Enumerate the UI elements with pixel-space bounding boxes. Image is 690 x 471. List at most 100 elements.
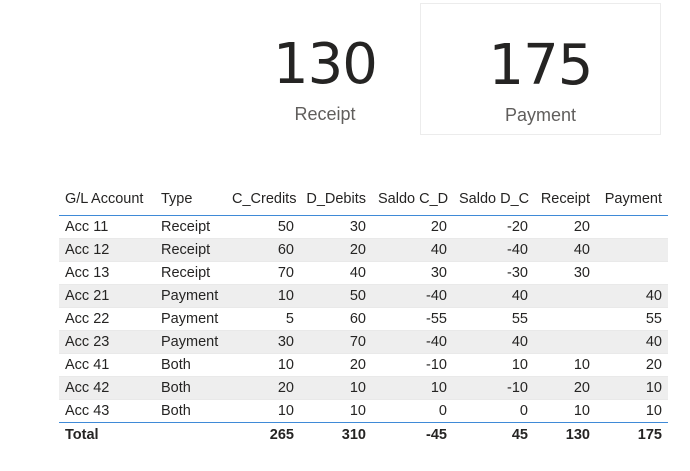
cell-saldo-d-c: -40 [453, 238, 534, 262]
cell-saldo-d-c: -30 [507, 265, 528, 281]
cell-gl-account: Acc 21 [59, 284, 155, 308]
table-row[interactable]: Acc 23 Payment 30 70 -40 40 40 [59, 330, 668, 354]
column-header-receipt[interactable]: Receipt [534, 182, 596, 216]
cell-payment: 55 [645, 311, 662, 327]
table-header: G/L Account Type C_Credits D_Debits Saldo C_… [59, 182, 668, 216]
table-row[interactable]: Acc 41 Both 10 20 -10 10 10 20 [59, 354, 668, 377]
cell-d-debits: 20 [300, 238, 372, 262]
cell-c-credits: 30 [226, 330, 300, 354]
cell-c-credits: 5 [285, 311, 294, 327]
table-row[interactable]: Acc 11 Receipt 50 30 20 -20 20 [59, 216, 668, 239]
cell-gl-account: Acc 13 [65, 265, 110, 281]
cell-saldo-d-c: 40 [453, 284, 534, 308]
cell-c-credits: 50 [277, 219, 294, 235]
table-row[interactable]: Acc 43 Both 10 10 0 0 10 10 [59, 400, 668, 423]
cell-d-debits: 70 [300, 330, 372, 354]
cell-d-debits: 60 [349, 311, 366, 327]
total-row: Total 265 310 -45 45 130 175 [59, 423, 668, 448]
table-row[interactable]: Acc 12 Receipt 60 20 40 -40 40 [59, 238, 668, 262]
cell-type: Payment [155, 284, 226, 308]
cell-d-debits: 10 [349, 403, 366, 419]
cell-type: Receipt [155, 238, 226, 262]
column-header-saldo-c-d[interactable]: Saldo C_D [372, 182, 453, 216]
table-row[interactable]: Acc 13 Receipt 70 40 30 -30 30 [59, 262, 668, 285]
cell-gl-account: Acc 22 [65, 311, 110, 327]
cell-receipt: 20 [573, 219, 590, 235]
cell-saldo-d-c: -20 [507, 219, 528, 235]
cell-payment: 40 [596, 330, 668, 354]
cell-gl-account: Acc 23 [59, 330, 155, 354]
cell-saldo-c-d: 30 [430, 265, 447, 281]
cell-receipt: 40 [534, 238, 596, 262]
cell-saldo-c-d: 40 [372, 238, 453, 262]
cell-payment [596, 262, 668, 285]
total-cell-saldo-d-c: 45 [511, 427, 528, 443]
cell-payment: 10 [645, 403, 662, 419]
cell-saldo-c-d: 0 [438, 403, 447, 419]
cell-gl-account: Acc 41 [65, 357, 110, 373]
cell-saldo-c-d: -10 [426, 357, 447, 373]
column-header-d-debits[interactable]: D_Debits [300, 182, 372, 216]
table-row[interactable]: Acc 21 Payment 10 50 -40 40 40 [59, 284, 668, 308]
cell-c-credits: 60 [226, 238, 300, 262]
cell-payment [596, 238, 668, 262]
cell-payment: 20 [645, 357, 662, 373]
cell-receipt [534, 330, 596, 354]
column-header-saldo-d-c[interactable]: Saldo D_C [453, 182, 534, 216]
cell-gl-account: Acc 12 [59, 238, 155, 262]
total-cell-d-debits: 310 [341, 427, 366, 443]
table-row[interactable]: Acc 42 Both 20 10 10 -10 20 10 [59, 376, 668, 400]
cell-c-credits: 20 [226, 376, 300, 400]
cell-c-credits: 70 [277, 265, 294, 281]
cell-saldo-c-d: 20 [430, 219, 447, 235]
cell-gl-account: Acc 43 [65, 403, 110, 419]
cell-d-debits: 10 [300, 376, 372, 400]
cell-c-credits: 10 [226, 284, 300, 308]
total-cell-c-credits: 265 [269, 427, 294, 443]
cell-saldo-d-c: 10 [511, 357, 528, 373]
cell-receipt: 30 [573, 265, 590, 281]
receipt-card-value: 130 [273, 32, 378, 97]
payment-card-label: Payment [504, 105, 577, 125]
cell-type: Receipt [161, 219, 211, 235]
cell-receipt [534, 284, 596, 308]
receipt-card[interactable]: 130 Receipt [218, 3, 432, 135]
total-cell-type [155, 423, 226, 448]
cell-gl-account: Acc 42 [59, 376, 155, 400]
column-header-payment[interactable]: Payment [596, 182, 668, 216]
total-cell-saldo-c-d: -45 [426, 427, 447, 443]
table-body: Acc 11 Receipt 50 30 20 -20 20 Acc 12 Receipt 60 2… [59, 216, 668, 423]
cell-d-debits: 50 [300, 284, 372, 308]
cell-c-credits: 10 [277, 357, 294, 373]
cell-saldo-d-c: -10 [453, 376, 534, 400]
cell-receipt: 20 [534, 376, 596, 400]
cell-receipt: 10 [573, 357, 590, 373]
column-header-gl-account[interactable]: G/L Account [59, 182, 155, 216]
cell-saldo-c-d: -40 [372, 284, 453, 308]
cell-payment: 10 [596, 376, 668, 400]
cell-type: Both [161, 403, 191, 419]
cell-receipt: 10 [573, 403, 590, 419]
cell-type: Payment [161, 311, 219, 327]
cell-saldo-c-d: -40 [372, 330, 453, 354]
cell-type: Receipt [161, 265, 211, 281]
table-footer: Total 265 310 -45 45 130 175 [59, 423, 668, 448]
table-row[interactable]: Acc 22 Payment 5 60 -55 55 55 [59, 308, 668, 331]
accounts-table: G/L Account Type C_Credits D_Debits Saldo C_… [59, 182, 668, 447]
header-row: G/L Account Type C_Credits D_Debits Saldo C_… [59, 182, 668, 216]
accounts-table-visual[interactable]: G/L Account Type C_Credits D_Debits Saldo C_… [59, 182, 669, 447]
total-cell-receipt: 130 [565, 427, 590, 443]
cell-d-debits: 20 [349, 357, 366, 373]
column-header-type[interactable]: Type [155, 182, 226, 216]
cell-type: Both [161, 357, 191, 373]
cell-saldo-c-d: 10 [372, 376, 453, 400]
total-cell-payment: 175 [637, 427, 662, 443]
cell-gl-account: Acc 11 [65, 219, 109, 235]
cell-receipt [534, 308, 596, 331]
payment-card[interactable]: 175 Payment [420, 3, 661, 135]
column-header-c-credits[interactable]: C_Credits [226, 182, 300, 216]
cell-type: Both [155, 376, 226, 400]
cell-d-debits: 30 [349, 219, 366, 235]
receipt-card-label: Receipt [294, 104, 356, 124]
payment-card-value: 175 [488, 33, 594, 98]
